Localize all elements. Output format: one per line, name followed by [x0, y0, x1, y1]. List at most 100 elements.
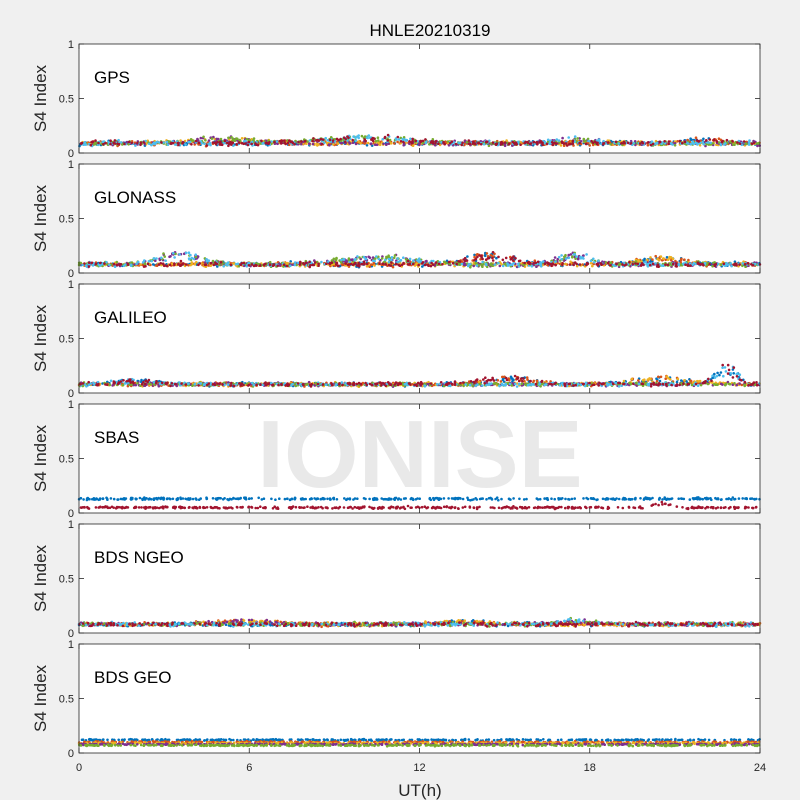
data-point	[507, 142, 511, 146]
data-point	[136, 382, 139, 385]
data-point	[406, 259, 410, 263]
data-point	[352, 135, 355, 138]
data-point	[331, 139, 335, 142]
data-point	[207, 139, 211, 142]
data-point	[504, 256, 508, 260]
data-point	[193, 262, 197, 266]
data-point	[267, 142, 271, 145]
data-point	[366, 141, 370, 145]
data-point	[738, 263, 741, 266]
data-point	[743, 383, 746, 387]
data-point	[602, 139, 605, 143]
data-point	[348, 142, 351, 145]
data-point	[736, 141, 739, 144]
data-point	[629, 142, 633, 145]
data-point	[180, 263, 184, 266]
data-point	[227, 136, 230, 140]
data-point	[160, 256, 163, 260]
data-point	[207, 259, 210, 263]
data-point	[202, 135, 205, 139]
data-point	[229, 263, 233, 267]
data-point	[356, 264, 359, 267]
data-point	[320, 260, 323, 264]
data-point	[321, 138, 325, 141]
data-point	[386, 139, 390, 142]
data-point	[497, 255, 500, 259]
data-point	[170, 141, 173, 145]
data-point	[219, 137, 223, 141]
data-point	[462, 258, 465, 261]
data-point	[622, 140, 626, 144]
data-point	[343, 140, 347, 144]
data-point	[299, 260, 302, 264]
data-point	[406, 263, 410, 266]
data-point	[708, 263, 711, 266]
data-point	[534, 261, 538, 265]
data-point	[150, 259, 153, 263]
data-point	[539, 262, 542, 265]
data-point	[367, 134, 371, 137]
data-point	[194, 255, 198, 259]
data-point	[210, 137, 214, 140]
data-point	[208, 141, 212, 145]
data-point	[638, 142, 642, 145]
data-point	[341, 263, 344, 267]
data-point	[481, 257, 484, 261]
data-point	[555, 138, 559, 141]
data-point	[103, 262, 106, 265]
data-point	[651, 262, 655, 266]
data-point	[716, 383, 719, 387]
data-point	[319, 137, 323, 141]
data-point	[268, 260, 272, 264]
data-point	[390, 142, 393, 145]
data-point	[725, 263, 728, 266]
data-point	[364, 257, 368, 261]
data-point	[545, 142, 549, 146]
data-point	[160, 141, 163, 144]
data-point	[244, 139, 247, 143]
data-point	[395, 138, 398, 141]
data-point	[104, 141, 107, 145]
data-point	[579, 140, 583, 143]
data-point	[658, 140, 662, 144]
data-point	[709, 141, 712, 145]
data-point	[471, 384, 475, 388]
data-point	[155, 257, 158, 260]
data-point	[404, 258, 408, 261]
data-point	[595, 143, 599, 146]
data-point	[293, 261, 297, 264]
data-point	[109, 142, 112, 146]
data-point	[569, 253, 573, 256]
axes-background	[79, 164, 760, 273]
data-point	[729, 262, 732, 265]
data-point	[553, 141, 556, 144]
data-point	[316, 144, 319, 147]
data-point	[698, 379, 702, 383]
data-point	[725, 138, 729, 142]
data-point	[218, 143, 222, 146]
data-point	[744, 263, 747, 266]
data-point	[396, 140, 399, 144]
data-point	[564, 262, 567, 266]
data-point	[696, 261, 700, 265]
data-point	[667, 377, 670, 380]
data-point	[617, 142, 620, 145]
data-point	[708, 138, 712, 141]
data-point	[494, 143, 498, 146]
data-point	[236, 262, 240, 266]
data-point	[112, 141, 115, 145]
data-point	[676, 140, 679, 143]
data-point	[600, 263, 603, 267]
data-point	[365, 136, 369, 139]
data-point	[591, 141, 595, 145]
data-point	[280, 139, 284, 143]
data-point	[573, 261, 577, 264]
data-point	[646, 143, 650, 147]
data-point	[408, 142, 411, 146]
data-point	[87, 265, 91, 268]
data-point	[741, 262, 744, 265]
data-point	[151, 142, 155, 146]
data-point	[457, 141, 461, 144]
data-point	[675, 380, 679, 384]
